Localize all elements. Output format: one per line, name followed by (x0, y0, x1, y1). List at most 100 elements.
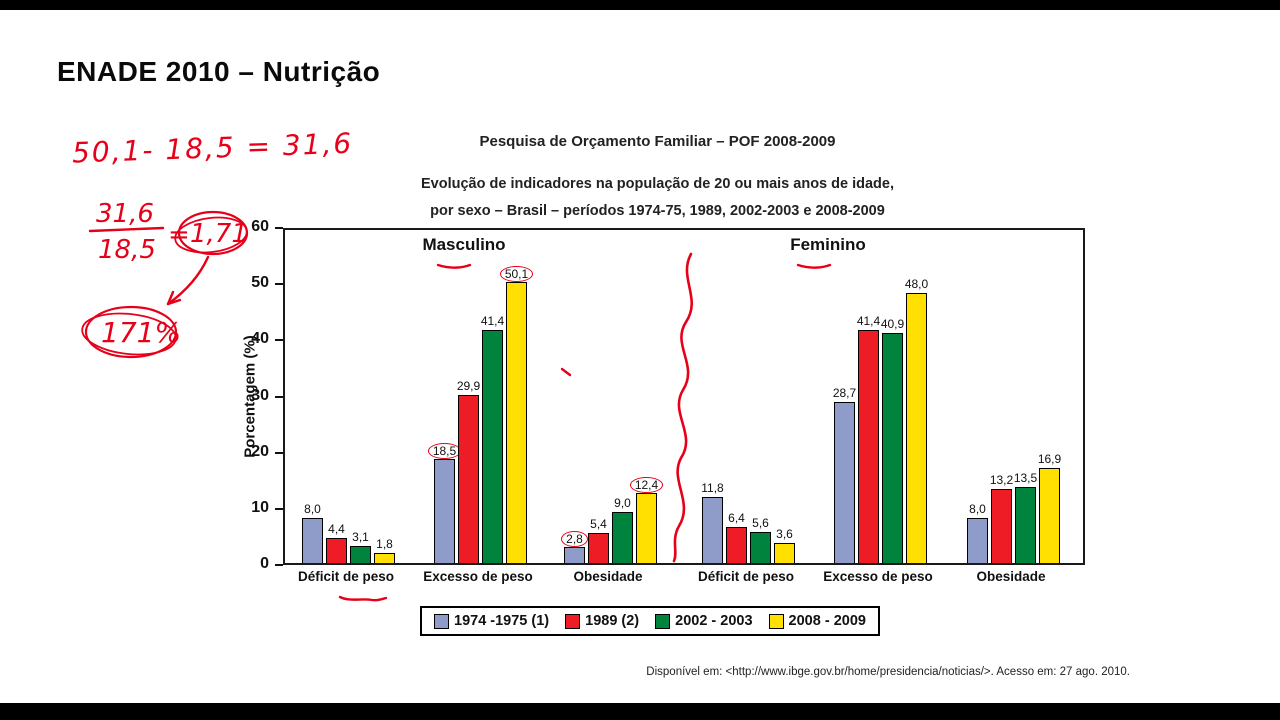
y-tick-label: 60 (251, 218, 269, 235)
bar-column: 13,5 (1013, 471, 1038, 563)
bar-value-label: 29,9 (456, 379, 481, 393)
bar (726, 527, 747, 563)
y-tick-label: 50 (251, 274, 269, 292)
source-citation: Disponível em: <http://www.ibge.gov.br/h… (646, 666, 1130, 678)
bar-value-label: 50,1 (499, 266, 534, 282)
bar-value-label: 2,8 (561, 531, 588, 547)
bar (326, 538, 347, 563)
y-axis-ticks: 0 10 20 30 40 50 60 (213, 218, 283, 572)
fraction-numerator: 31,6 (96, 199, 154, 229)
chart-subtitle-line1: Evolução de indicadores na população de … (421, 176, 894, 192)
y-tick-mark (275, 564, 283, 566)
bar-value-label: 48,0 (904, 277, 929, 291)
bar (506, 282, 527, 563)
bar-value-label: 16,9 (1037, 452, 1062, 466)
bar (750, 532, 771, 563)
bar-group: 8,0 4,4 3,1 1,8 (302, 502, 395, 563)
bar-column: 5,4 (588, 517, 609, 563)
bar-column: 48,0 (904, 277, 929, 563)
bar-column: 8,0 (302, 502, 323, 563)
bar (374, 553, 395, 563)
bar-value-label: 13,5 (1013, 471, 1038, 485)
bar-value-label: 28,7 (832, 386, 857, 400)
bar-column: 13,2 (989, 473, 1014, 563)
bar-group: 18,5 29,9 41,4 50,1 (427, 266, 534, 563)
letterbox-bottom (0, 703, 1280, 720)
y-tick-mark (275, 339, 283, 342)
y-tick-mark (275, 227, 283, 229)
page-title: ENADE 2010 – Nutrição (57, 56, 381, 87)
bar (967, 518, 988, 563)
chart-subtitle-line2: por sexo – Brasil – períodos 1974-75, 19… (430, 203, 885, 219)
bar-value-label: 11,8 (701, 481, 724, 495)
bar-value-label: 40,9 (880, 317, 905, 331)
bar-column: 5,6 (750, 516, 771, 563)
bar-value-label: 5,4 (590, 517, 607, 531)
bar-column: 28,7 (832, 386, 857, 563)
bar (612, 512, 633, 563)
y-tick-label: 20 (251, 442, 269, 460)
bar-value-label: 9,0 (614, 496, 631, 510)
bar-group: 8,0 13,2 13,5 16,9 (967, 452, 1062, 563)
bar-column: 18,5 (427, 443, 462, 563)
underline-deficit-de-peso (338, 595, 388, 602)
x-axis-category-label: Déficit de peso (697, 569, 795, 584)
arrow-to-result (166, 255, 210, 306)
y-tick-label: 10 (251, 498, 269, 516)
y-tick-label: 40 (251, 330, 269, 348)
legend-swatch (655, 613, 671, 629)
legend-item: 2002 - 2003 (655, 613, 753, 629)
x-axis-category-label: Excesso de peso (823, 569, 933, 584)
bar-column: 6,4 (726, 511, 747, 563)
equals-sign: = (168, 220, 190, 250)
bar-column: 50,1 (499, 266, 534, 563)
bar-column: 11,8 (701, 481, 724, 563)
bar-value-label: 13,2 (989, 473, 1014, 487)
scribble-cloud (81, 312, 177, 356)
bar-group: 2,8 5,4 9,0 12,4 (561, 477, 664, 563)
percent-result: 171% (101, 316, 181, 349)
x-axis-category-label: Déficit de peso (297, 569, 395, 584)
arrow-head (166, 290, 182, 306)
bar (1039, 468, 1060, 563)
bar-column: 9,0 (612, 496, 633, 563)
bar (434, 459, 455, 563)
bar (834, 402, 855, 563)
bar-value-label: 8,0 (969, 502, 986, 516)
legend-label: 2008 - 2009 (788, 613, 866, 629)
bar-column: 3,1 (350, 530, 371, 563)
bar-group: 28,7 41,4 40,9 48,0 (832, 277, 929, 563)
bar-column: 29,9 (456, 379, 481, 563)
y-tick-mark (275, 451, 283, 454)
bar-value-label: 3,6 (776, 527, 793, 541)
fraction-denominator: 18,5 (98, 235, 156, 265)
bar (482, 330, 503, 563)
bar-value-label: 41,4 (856, 314, 881, 328)
y-tick-mark (275, 507, 283, 510)
bar (588, 533, 609, 563)
legend-item: 1974 -1975 (1) (434, 613, 549, 629)
bar-column: 3,6 (774, 527, 795, 563)
bar-column: 2,8 (561, 531, 588, 563)
bar-column: 16,9 (1037, 452, 1062, 563)
bar (702, 497, 723, 563)
bar-column: 40,9 (880, 317, 905, 563)
bar-column: 8,0 (967, 502, 988, 563)
x-axis-category-label: Excesso de peso (423, 569, 533, 584)
scribble-cloud (84, 305, 178, 359)
bar-value-label: 4,4 (328, 522, 345, 536)
chart-title: Pesquisa de Orçamento Familiar – POF 200… (479, 133, 836, 150)
group-header-masculino: Masculino (422, 235, 506, 254)
arrow-shaft (166, 255, 210, 306)
bar (906, 293, 927, 563)
chart-legend: 1974 -1975 (1) 1989 (2) 2002 - 2003 2008 - … (420, 606, 880, 636)
bar-value-label: 12,4 (629, 477, 664, 493)
legend-item: 2008 - 2009 (768, 613, 866, 629)
bar-column: 41,4 (480, 314, 505, 563)
bar-value-label: 41,4 (480, 314, 505, 328)
fraction-bar (88, 226, 165, 233)
y-tick-label: 30 (251, 386, 269, 404)
legend-swatch (768, 613, 784, 629)
x-axis-category-label: Obesidade (976, 569, 1046, 584)
bar (636, 493, 657, 563)
